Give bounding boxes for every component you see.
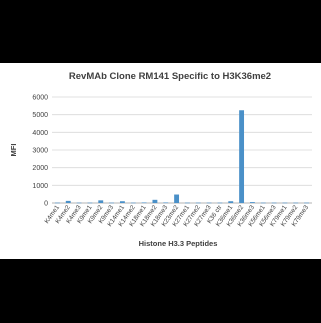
bar-k14me2 [130,202,136,204]
y-tick-label: 5000 [32,112,48,119]
bar-k4me1 [54,202,60,204]
y-tick-label: 1000 [32,183,48,190]
chart-panel: RevMAb Clone RM141 Specific to H3K36me2 … [0,63,321,259]
y-tick-label: 4000 [32,130,48,137]
bar-k18me1 [141,202,147,204]
bar-k79me3 [304,202,310,204]
bar-k36-ctr [217,202,223,204]
y-tick-label: 6000 [32,95,48,102]
bar-k9me1 [87,202,93,204]
bar-k36me1 [228,201,234,203]
bar-k4me3 [76,202,82,204]
chart-title: RevMAb Clone RM141 Specific to H3K36me2 [69,71,271,82]
bar-chart: RevMAb Clone RM141 Specific to H3K36me2 … [9,71,312,248]
bar-k27me1 [184,202,190,204]
y-axis-label: MFI [9,144,18,157]
bar-k56me1 [260,202,266,204]
bar-k14me1 [119,201,125,203]
bar-k36me3 [249,202,255,203]
bar-k9me3 [109,202,115,204]
y-tick-label: 0 [44,201,48,208]
bar-k23me2 [174,194,180,203]
y-tick-label: 3000 [32,148,48,155]
bar-k79me1 [282,202,288,204]
bar-k27me2 [195,202,201,204]
bar-k56me3 [271,202,277,204]
x-axis-label: Histone H3.3 Peptides [139,239,218,248]
bar-k4me2 [65,200,71,203]
bar-k9me2 [98,200,104,203]
bar-k18me3 [163,202,169,204]
bar-k27me3 [206,202,212,204]
bar-k18me2 [152,199,158,203]
y-tick-label: 2000 [32,165,48,172]
bar-k79me2 [293,202,299,204]
bar-k36me2 [239,110,245,203]
